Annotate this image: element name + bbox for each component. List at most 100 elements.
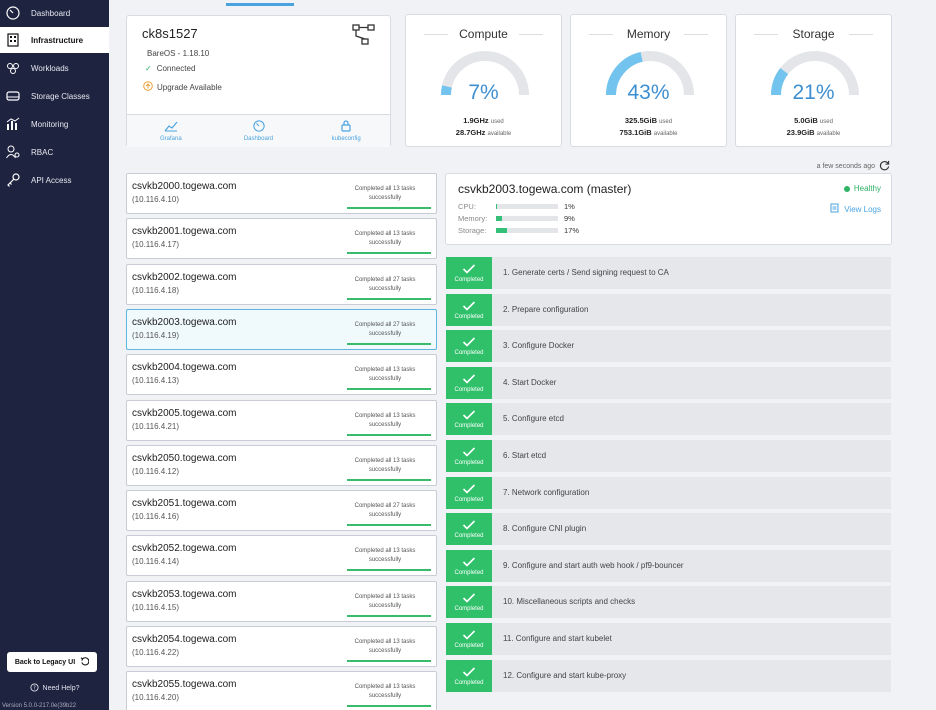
node-item[interactable]: csvkb2003.togewa.com (10.116.4.19) Complet… xyxy=(126,308,437,350)
node-item[interactable]: csvkb2004.togewa.com (10.116.4.13) Complet… xyxy=(126,354,437,396)
step-status-label: Completed xyxy=(454,606,484,613)
gauge-available: 753.1GiB available xyxy=(571,128,726,137)
node-progress-bar xyxy=(347,297,431,300)
node-item[interactable]: csvkb2050.togewa.com (10.116.4.12) Complet… xyxy=(126,444,437,486)
step-completed-badge: Completed xyxy=(446,586,492,619)
gauge-available: 23.9GiB available xyxy=(736,128,891,137)
last-refresh: a few seconds ago xyxy=(817,160,890,173)
key-icon xyxy=(5,173,21,187)
step-label: 3. Configure Docker xyxy=(503,341,575,351)
gauge-used: 325.5GiB used xyxy=(571,116,726,125)
dashboard-label: Dashboard xyxy=(243,136,274,142)
sidebar-item-infrastructure[interactable]: Infrastructure xyxy=(0,27,109,53)
available-value: 753.1GiB xyxy=(619,128,652,137)
topology-icon[interactable] xyxy=(352,24,376,51)
cluster-summary-card: ck8s1527 BareOS - 1.18.10 ✓ Connected Up… xyxy=(126,15,391,147)
node-item[interactable]: csvkb2053.togewa.com (10.116.4.15) Complet… xyxy=(126,580,437,622)
active-tab-indicator xyxy=(226,3,294,6)
step-label: 10. Miscellaneous scripts and checks xyxy=(503,597,636,607)
node-item[interactable]: csvkb2054.togewa.com (10.116.4.22) Complet… xyxy=(126,626,437,667)
node-progress-bar xyxy=(347,252,431,255)
grafana-link[interactable]: Grafana xyxy=(127,115,215,147)
step-status-label: Completed xyxy=(454,496,484,503)
node-detail-card: csvkb2003.togewa.com (master) Healthy Vi… xyxy=(445,173,892,245)
refresh-icon[interactable] xyxy=(879,160,890,173)
upgrade-arrow-icon xyxy=(143,81,153,93)
checkmark-icon xyxy=(462,593,476,604)
sidebar-item-api-access[interactable]: API Access xyxy=(0,167,109,193)
sidebar-item-workloads[interactable]: Workloads xyxy=(0,55,109,81)
task-step: Completed 3. Configure Docker xyxy=(446,330,891,363)
node-progress-bar xyxy=(347,433,431,436)
back-to-legacy-ui-button[interactable]: Back to Legacy UI xyxy=(7,652,97,672)
title-rule-left xyxy=(754,34,778,35)
node-task-status: Completed all 13 tasks successfully xyxy=(354,639,416,654)
task-step: Completed 9. Configure and start auth web… xyxy=(446,549,891,582)
node-task-status: Completed all 13 tasks successfully xyxy=(354,593,416,609)
step-status-label: Completed xyxy=(454,533,484,540)
node-progress-bar xyxy=(347,342,431,345)
sidebar-item-storage-classes[interactable]: Storage Classes xyxy=(0,83,109,109)
step-completed-badge: Completed xyxy=(446,476,492,509)
sidebar-item-label: API Access xyxy=(31,175,72,185)
metric-bar xyxy=(496,228,558,233)
step-status-label: Completed xyxy=(454,313,484,320)
step-label: 7. Network configuration xyxy=(503,487,590,497)
node-hostname: csvkb2050.togewa.com xyxy=(132,452,237,464)
node-task-status: Completed all 13 tasks successfully xyxy=(354,186,416,201)
node-hostname: csvkb2000.togewa.com xyxy=(132,181,237,192)
step-label: 9. Configure and start auth web hook / p… xyxy=(503,560,684,570)
title-rule-right xyxy=(849,34,873,35)
upgrade-available-link[interactable]: Upgrade Available xyxy=(143,81,222,93)
checkmark-icon xyxy=(462,264,476,274)
step-completed-badge: Completed xyxy=(446,623,492,655)
node-task-status: Completed all 13 tasks successfully xyxy=(354,457,416,473)
node-item[interactable]: csvkb2001.togewa.com (10.116.4.17) Complet… xyxy=(126,218,437,260)
sidebar-item-rbac[interactable]: RBAC xyxy=(0,139,109,165)
node-item[interactable]: csvkb2005.togewa.com (10.116.4.21) Complet… xyxy=(126,399,437,441)
step-status-label: Completed xyxy=(454,350,484,357)
sidebar-item-label: Infrastructure xyxy=(31,35,84,45)
step-label: 2. Prepare configuration xyxy=(503,304,589,314)
sidebar-item-monitoring[interactable]: Monitoring xyxy=(0,111,109,137)
sidebar-item-dashboard[interactable]: Dashboard xyxy=(0,0,109,26)
node-ip: (10.116.4.18) xyxy=(132,285,179,295)
dashboard-link[interactable]: Dashboard xyxy=(215,115,303,147)
kubeconfig-link[interactable]: kubeconfig xyxy=(302,115,390,147)
node-item[interactable]: csvkb2052.togewa.com (10.116.4.14) Complet… xyxy=(126,535,437,577)
node-hostname: csvkb2005.togewa.com xyxy=(132,407,237,419)
metric-label: Memory: xyxy=(458,214,488,223)
metric-value: 17% xyxy=(564,226,580,235)
node-task-status: Completed all 13 tasks successfully xyxy=(354,548,416,564)
node-item[interactable]: csvkb2000.togewa.com (10.116.4.10) Complet… xyxy=(126,173,437,214)
dashboard-gauge-icon xyxy=(252,120,266,134)
memory-gauge-card: Memory 43% 325.5GiB used 753.1GiB availa… xyxy=(570,14,727,147)
line-chart-icon xyxy=(164,121,178,134)
gauge-available: 28.7GHz available xyxy=(406,128,561,137)
node-hostname: csvkb2003.togewa.com xyxy=(132,316,237,328)
node-ip: (10.116.4.20) xyxy=(132,693,179,703)
node-task-status: Completed all 13 tasks successfully xyxy=(354,412,416,428)
node-item[interactable]: csvkb2002.togewa.com (10.116.4.18) Complet… xyxy=(126,263,437,305)
task-step: Completed 6. Start etcd xyxy=(446,440,891,472)
node-item[interactable]: csvkb2051.togewa.com (10.116.4.16) Complet… xyxy=(126,490,437,532)
metric-bar-fill xyxy=(496,228,507,233)
need-help-label: Need Help? xyxy=(42,685,80,692)
node-hostname: csvkb2052.togewa.com xyxy=(132,543,237,555)
node-hostname: csvkb2055.togewa.com xyxy=(132,679,237,691)
node-progress-bar xyxy=(347,569,431,572)
document-icon xyxy=(830,203,839,215)
node-hostname: csvkb2054.togewa.com xyxy=(132,634,237,645)
used-value: 325.5GiB xyxy=(624,116,657,125)
available-value: 28.7GHz xyxy=(455,128,486,137)
lock-icon xyxy=(340,120,352,134)
step-completed-badge: Completed xyxy=(446,403,492,436)
step-completed-badge: Completed xyxy=(446,330,492,363)
need-help-link[interactable]: ? Need Help? xyxy=(0,683,109,694)
node-item[interactable]: csvkb2055.togewa.com (10.116.4.20) Complet… xyxy=(126,671,437,710)
node-progress-bar xyxy=(347,524,431,527)
node-ip: (10.116.4.13) xyxy=(132,376,179,386)
step-completed-badge: Completed xyxy=(446,257,492,289)
task-step: Completed 1. Generate certs / Send signin… xyxy=(446,257,891,289)
view-logs-link[interactable]: View Logs xyxy=(830,203,881,215)
